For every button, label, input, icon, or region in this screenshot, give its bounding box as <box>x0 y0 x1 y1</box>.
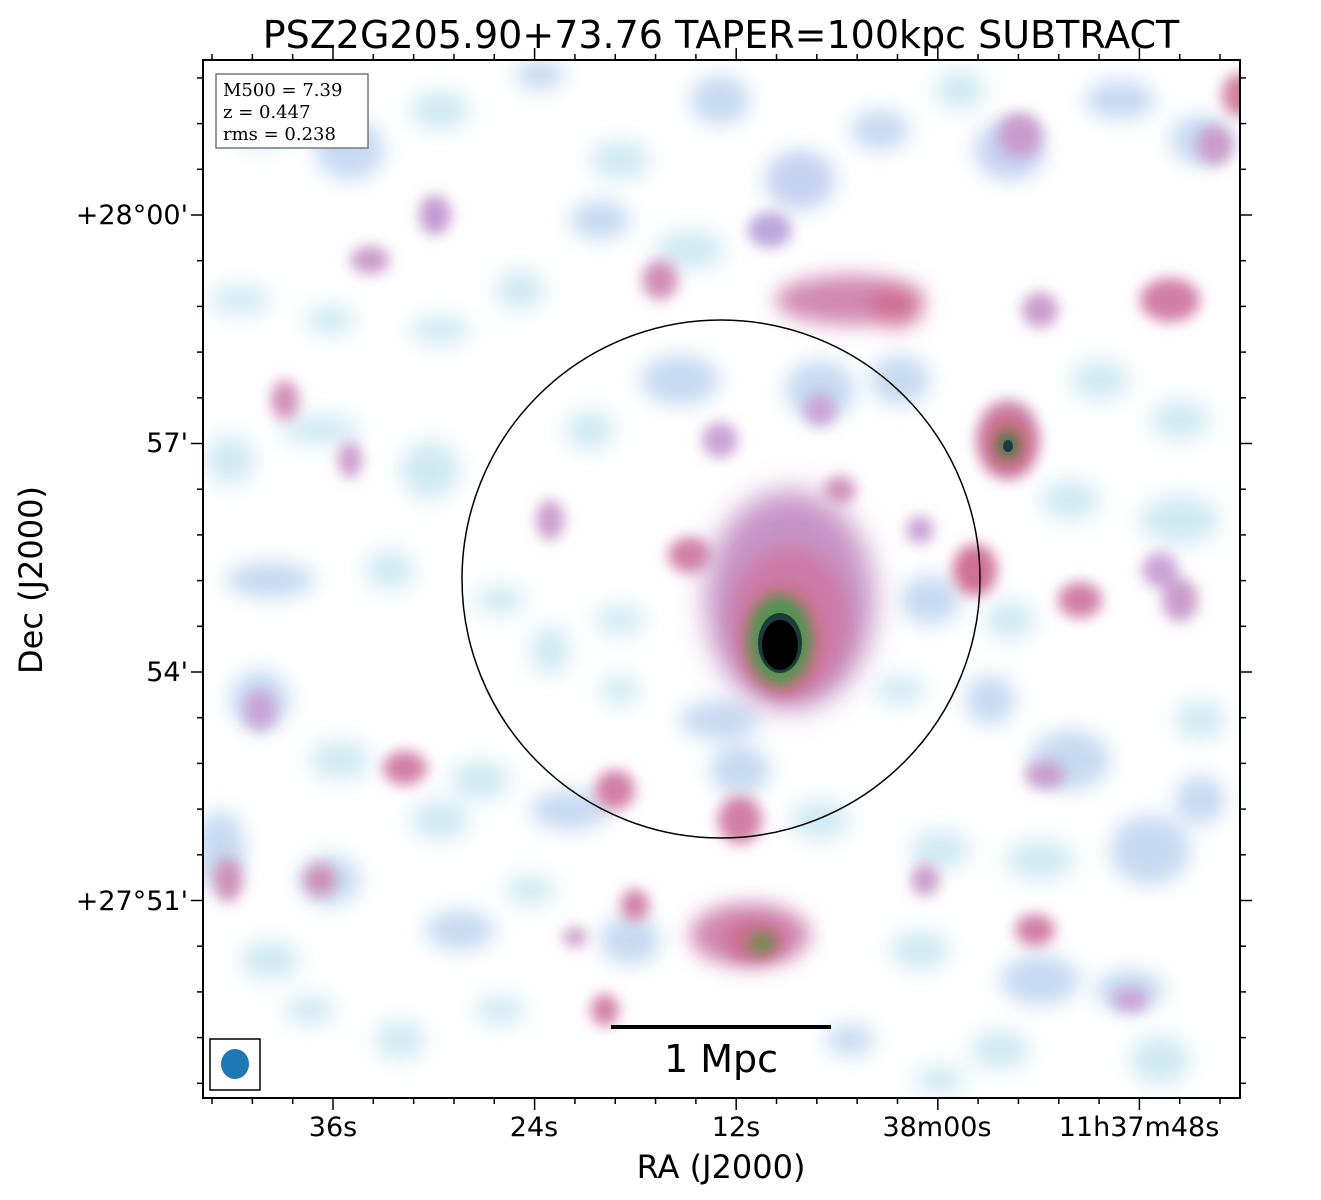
x-tick-label: 36s <box>309 1112 357 1143</box>
x-tick-labels: 36s 24s 12s 38m00s 11h37m48s <box>309 1112 1220 1143</box>
info-m500: M500 = 7.39 <box>223 80 342 101</box>
info-redshift: z = 0.447 <box>223 102 311 123</box>
y-tick-label: +28°00' <box>76 200 188 231</box>
info-box <box>215 73 369 149</box>
scale-bar-label: 1 Mpc <box>664 1037 778 1081</box>
northern-extended-source <box>775 275 925 327</box>
axis-ticks <box>191 48 1252 1110</box>
r500-circle <box>461 319 981 839</box>
y-tick-labels: +28°00' 57' 54' +27°51' <box>76 200 188 917</box>
central-bright-source <box>705 490 875 710</box>
y-tick-label: +27°51' <box>76 886 188 917</box>
x-tick-label: 12s <box>712 1112 760 1143</box>
image-panel: 1 Mpc M500 = 7.39 z = 0.447 rms = 0.238 <box>203 60 1240 1098</box>
x-tick-label: 24s <box>510 1112 558 1143</box>
figure-title: PSZ2G205.90+73.76 TAPER=100kpc SUBTRACT <box>263 13 1180 57</box>
info-rms: rms = 0.238 <box>223 124 336 145</box>
y-tick-label: 57' <box>146 428 188 459</box>
plot-frame <box>202 59 1241 1099</box>
beam-ellipse <box>221 1049 249 1079</box>
x-tick-label: 38m00s <box>882 1112 991 1143</box>
x-tick-label: 11h37m48s <box>1059 1112 1220 1143</box>
compact-east-source <box>953 400 1040 596</box>
y-tick-label: 54' <box>146 657 188 688</box>
y-axis-title: Dec (J2000) <box>12 486 50 674</box>
moderate-emission <box>214 73 1240 1026</box>
southern-source <box>690 903 810 967</box>
x-axis-title: RA (J2000) <box>637 1148 806 1186</box>
